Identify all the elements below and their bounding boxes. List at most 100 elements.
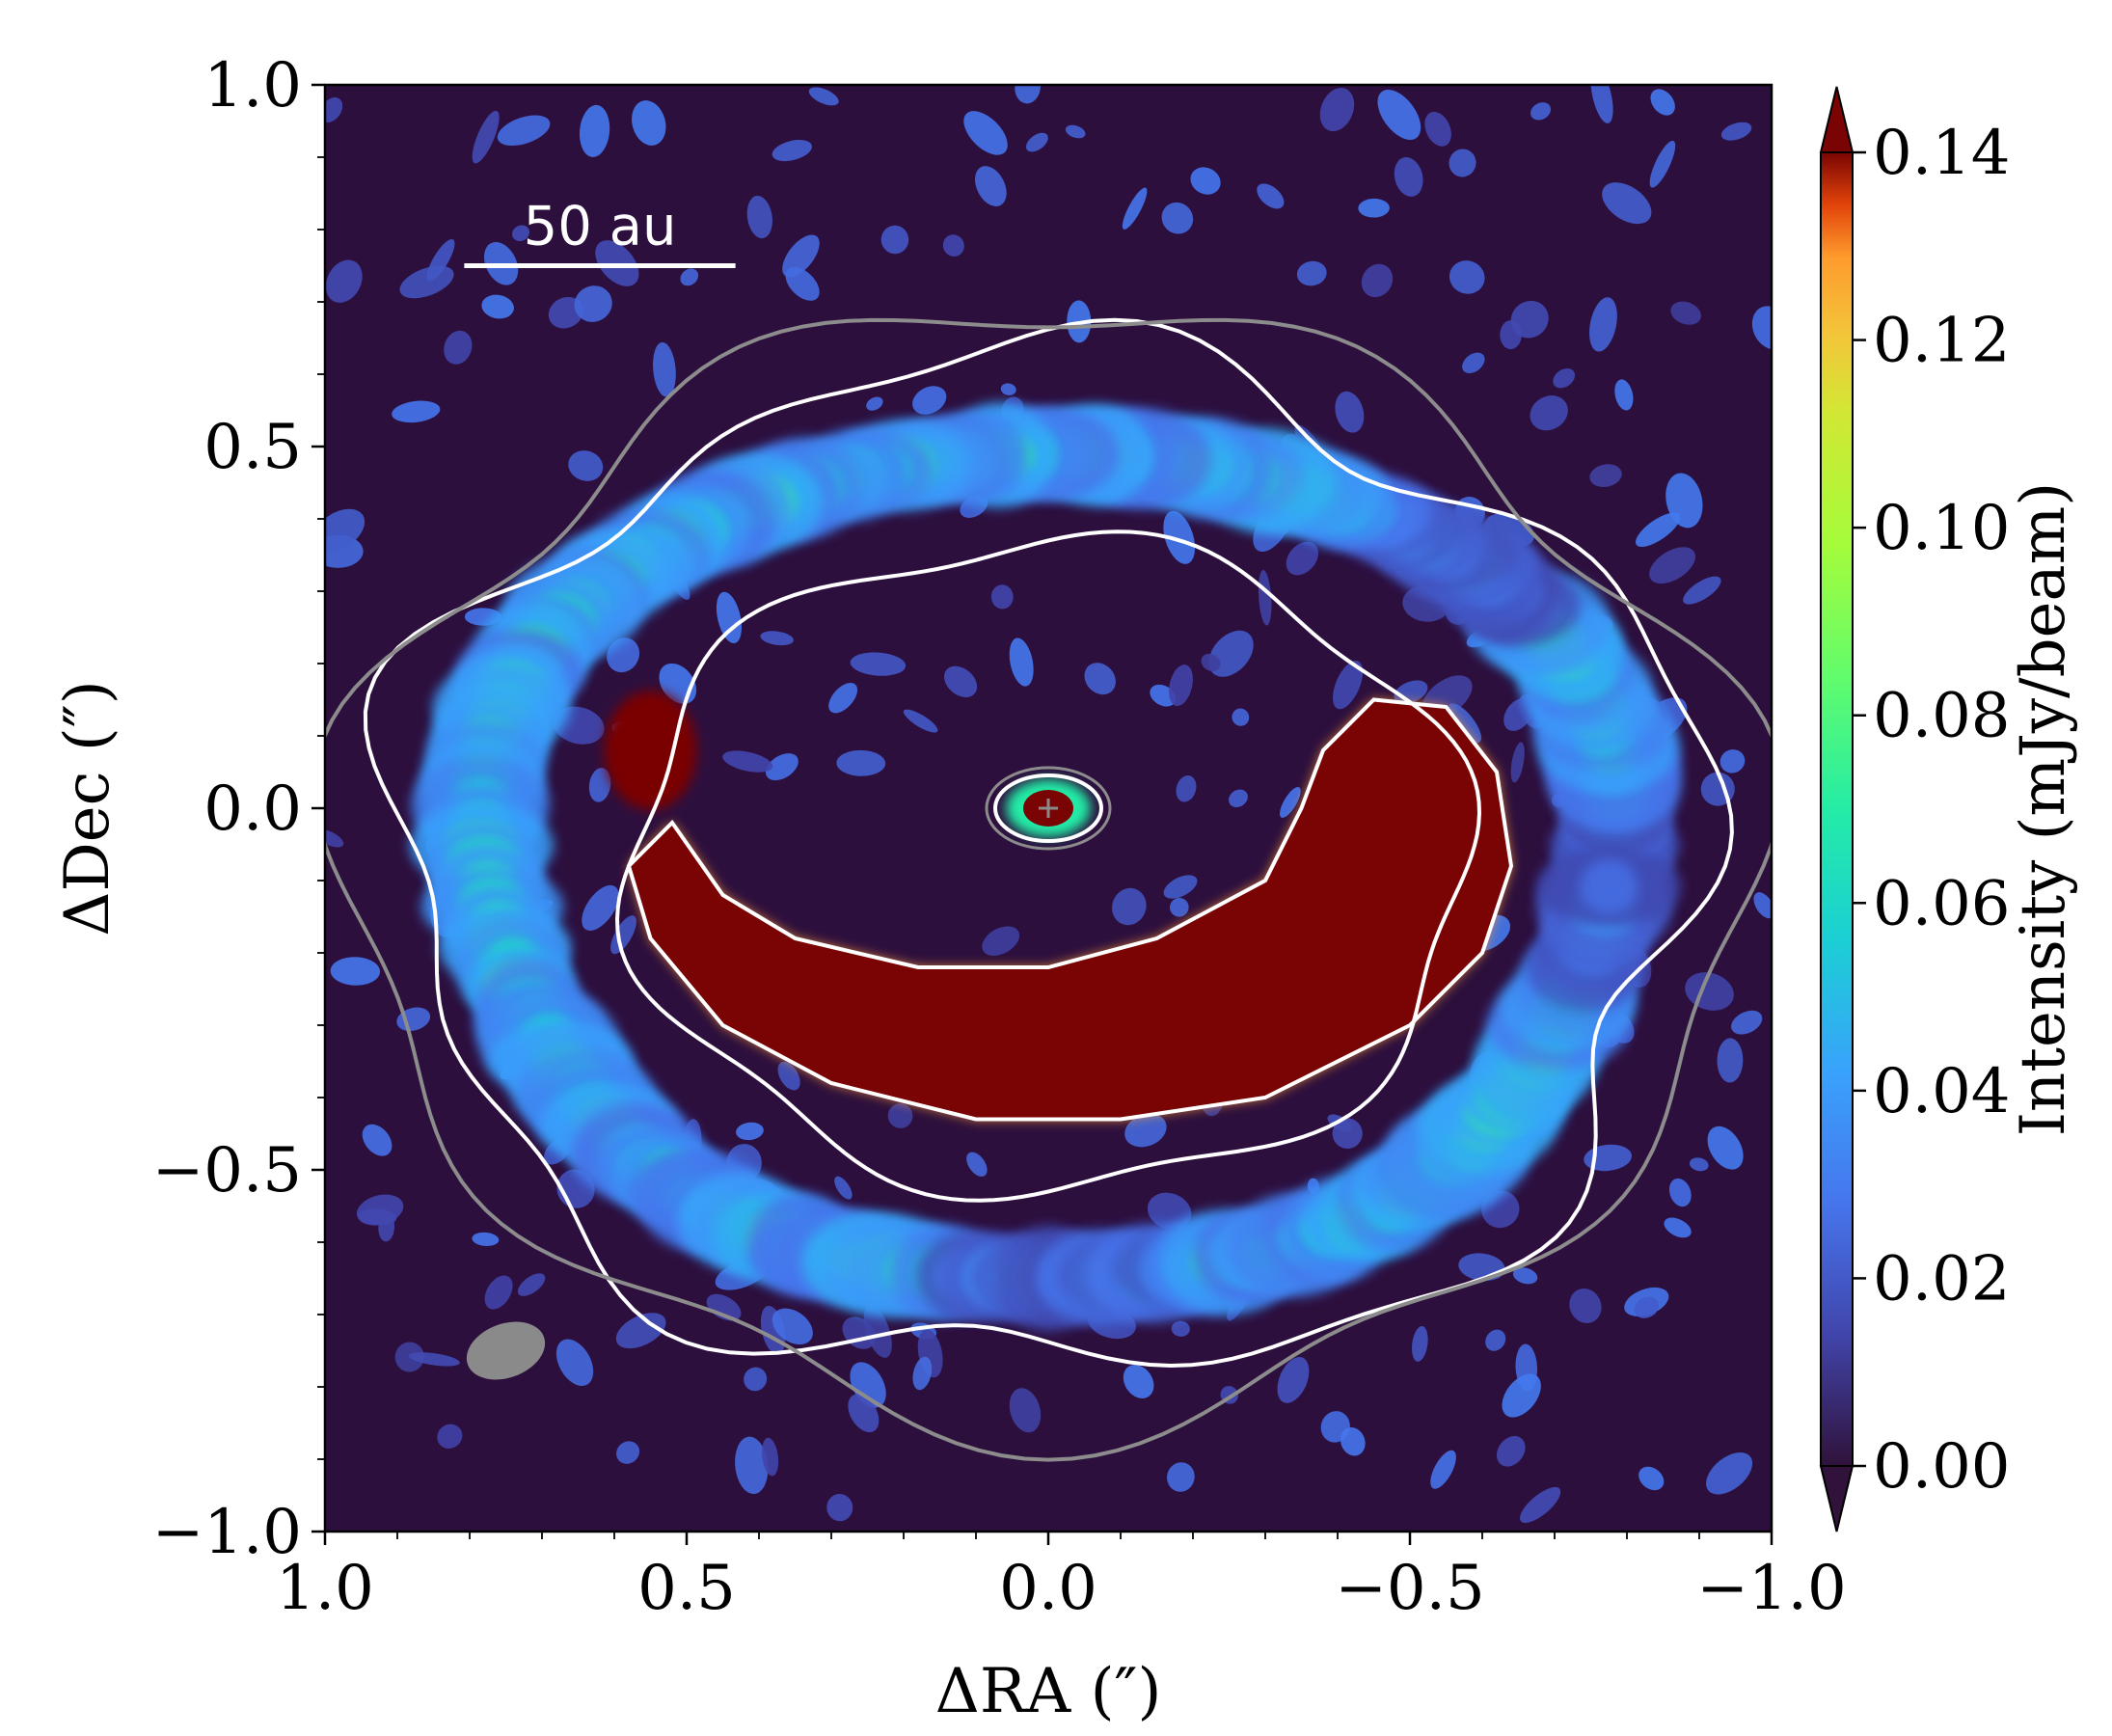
noise-patch [760, 631, 794, 646]
noise-patch [1124, 1113, 1167, 1148]
noise-patch [497, 115, 551, 147]
noise-patch [1009, 637, 1034, 687]
noise-patch [808, 87, 839, 106]
dust-ring [409, 402, 1682, 1331]
noise-patch [1449, 149, 1476, 177]
noise-patch [472, 110, 500, 164]
colorbar-tick-label: 0.00 [1873, 1431, 2011, 1503]
overlays: 50 au [464, 196, 1058, 1380]
noise-patch [1167, 1462, 1195, 1492]
noise-patch [1731, 1010, 1763, 1035]
noise-patch [848, 1394, 880, 1433]
noise-patch [1589, 464, 1622, 487]
noise-patch [1614, 379, 1634, 411]
noise-patch [1000, 383, 1016, 395]
noise-patch [1333, 660, 1364, 710]
noise-patch [1163, 510, 1196, 564]
colorbar-tick-label: 0.02 [1873, 1243, 2011, 1315]
noise-patch [426, 239, 455, 282]
noise-patch [944, 665, 978, 697]
noise-patch [1169, 897, 1189, 917]
noise-patch [615, 1313, 666, 1349]
x-tick-label: 0.0 [999, 1553, 1097, 1624]
contour-ring-inner [614, 529, 1482, 1203]
noise-patch [472, 1232, 500, 1246]
noise-patch [880, 225, 909, 255]
colorbar: 0.00 0.02 0.04 0.06 0.08 0.10 0.12 0.14 Intensi… [1819, 86, 2079, 1533]
noise-patch [1649, 547, 1696, 584]
noise-patch [1161, 202, 1194, 234]
noise-patch [392, 400, 441, 423]
noise-patch [1589, 297, 1617, 352]
noise-patch [680, 268, 699, 286]
noise-patch [1169, 665, 1193, 707]
noise-patch [1530, 395, 1568, 431]
noise-patch [1258, 569, 1272, 626]
noise-patch [1394, 156, 1423, 197]
noise-patch [1602, 182, 1652, 225]
noise-patch [1720, 122, 1752, 141]
noise-patch [1496, 1435, 1526, 1467]
noise-patch [722, 750, 773, 773]
noise-patch [588, 768, 611, 802]
noise-patch [826, 1493, 853, 1522]
noise-patch [437, 1424, 463, 1449]
noise-patch [1147, 1192, 1192, 1230]
noise-patch [330, 957, 381, 986]
noise-patch [1485, 1329, 1506, 1351]
x-tick-label: −1.0 [1696, 1553, 1846, 1624]
noise-patch [887, 1103, 913, 1128]
noise-patch [1412, 1326, 1428, 1362]
noise-patch [785, 266, 820, 301]
crescent [604, 691, 1511, 1120]
noise-patch [1569, 1288, 1602, 1323]
noise-patch [866, 396, 883, 411]
noise-patch [1296, 260, 1327, 286]
noise-patch [610, 915, 636, 955]
x-axis-label: ΔRA (″) [935, 1656, 1162, 1727]
noise-patch [1377, 89, 1422, 140]
intensity-map: 50 au [325, 85, 1772, 1532]
noise-patch [1668, 1178, 1692, 1207]
noise-patch [484, 1275, 513, 1310]
noise-patch [1530, 102, 1552, 121]
y-tick-label: 0.0 [203, 773, 302, 845]
noise-patch [1319, 88, 1355, 132]
noise-patch [828, 682, 858, 714]
beam-ellipse [466, 1321, 546, 1380]
noise-patch [1358, 198, 1390, 218]
noise-patch [653, 341, 676, 397]
noise-patch [1753, 892, 1772, 919]
noise-patch [1340, 1426, 1366, 1456]
colorbar-extend-top [1819, 86, 1855, 153]
contours [325, 317, 1772, 1462]
y-axis: 1.0 0.5 0.0 −0.5 −1.0 [152, 50, 325, 1568]
noise-patch [1636, 512, 1681, 548]
noise-patch [1462, 352, 1485, 374]
contour-ring-low [325, 317, 1772, 1462]
noise-patch [616, 1441, 640, 1464]
contour-central-source-low [985, 766, 1112, 851]
noise-patch [716, 591, 743, 643]
noise-patch [1277, 1356, 1310, 1403]
noise-patch [555, 1339, 594, 1386]
noise-patch [1171, 1320, 1190, 1337]
scale-bar-label: 50 au [524, 196, 677, 258]
noise-patch [362, 1124, 393, 1156]
colorbar-tick-label: 0.12 [1873, 306, 2011, 377]
x-tick-label: 1.0 [276, 1553, 374, 1624]
contour-crescent [626, 697, 1514, 1122]
noise-patch [1719, 749, 1746, 773]
x-tick-label: −0.5 [1335, 1553, 1484, 1624]
colorbar-tick-label: 0.06 [1873, 868, 2011, 939]
noise-patch [568, 450, 604, 481]
crescent-core [629, 699, 1511, 1120]
noise-patch [574, 285, 612, 322]
noise-patch [1510, 300, 1549, 339]
noise-patch [836, 749, 886, 776]
colorbar-ticks: 0.00 0.02 0.04 0.06 0.08 0.10 0.12 0.14 [1853, 118, 2011, 1503]
noise-patch [1449, 260, 1485, 294]
noise-patch [772, 140, 812, 162]
ring-inner-patch [1580, 858, 1638, 914]
noise-patch [834, 1176, 853, 1200]
